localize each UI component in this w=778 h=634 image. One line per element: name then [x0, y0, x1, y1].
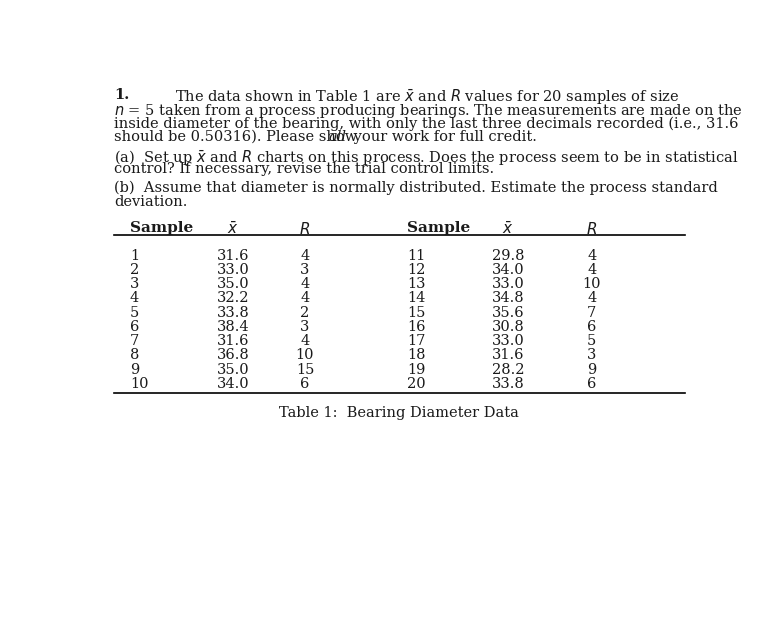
Text: 6: 6	[300, 377, 310, 391]
Text: $\bar{x}$: $\bar{x}$	[227, 221, 239, 237]
Text: 16: 16	[407, 320, 426, 333]
Text: inside diameter of the bearing, with only the last three decimals recorded (i.e.: inside diameter of the bearing, with onl…	[114, 116, 739, 131]
Text: deviation.: deviation.	[114, 195, 187, 209]
Text: 10: 10	[583, 277, 601, 291]
Text: 6: 6	[587, 320, 597, 333]
Text: 34.0: 34.0	[492, 263, 524, 277]
Text: 4: 4	[587, 249, 596, 262]
Text: 13: 13	[407, 277, 426, 291]
Text: 38.4: 38.4	[216, 320, 249, 333]
Text: 7: 7	[130, 334, 139, 348]
Text: 1.: 1.	[114, 88, 130, 103]
Text: 4: 4	[300, 249, 310, 262]
Text: 35.6: 35.6	[492, 306, 524, 320]
Text: 6: 6	[130, 320, 139, 333]
Text: 20: 20	[407, 377, 426, 391]
Text: 31.6: 31.6	[216, 334, 249, 348]
Text: 2: 2	[300, 306, 310, 320]
Text: 31.6: 31.6	[216, 249, 249, 262]
Text: 9: 9	[130, 363, 139, 377]
Text: 1: 1	[130, 249, 139, 262]
Text: 3: 3	[300, 263, 310, 277]
Text: 34.0: 34.0	[216, 377, 249, 391]
Text: 35.0: 35.0	[216, 363, 249, 377]
Text: 19: 19	[407, 363, 426, 377]
Text: 4: 4	[130, 291, 139, 306]
Text: Sample: Sample	[130, 221, 193, 235]
Text: 10: 10	[296, 348, 314, 362]
Text: 3: 3	[130, 277, 139, 291]
Text: 15: 15	[407, 306, 426, 320]
Text: 12: 12	[407, 263, 426, 277]
Text: 33.0: 33.0	[492, 277, 524, 291]
Text: 18: 18	[407, 348, 426, 362]
Text: $\bar{x}$: $\bar{x}$	[503, 221, 513, 237]
Text: 30.8: 30.8	[492, 320, 524, 333]
Text: 33.8: 33.8	[216, 306, 249, 320]
Text: $n$ = 5 taken from a process producing bearings. The measurements are made on th: $n$ = 5 taken from a process producing b…	[114, 102, 743, 120]
Text: should be 0.50316). Please show: should be 0.50316). Please show	[114, 130, 363, 144]
Text: control? If necessary, revise the trial control limits.: control? If necessary, revise the trial …	[114, 162, 495, 176]
Text: 4: 4	[300, 277, 310, 291]
Text: 9: 9	[587, 363, 596, 377]
Text: your work for full credit.: your work for full credit.	[349, 130, 537, 144]
Text: 4: 4	[587, 291, 596, 306]
Text: 5: 5	[587, 334, 596, 348]
Text: 7: 7	[587, 306, 596, 320]
Text: 3: 3	[300, 320, 310, 333]
Text: 33.0: 33.0	[216, 263, 249, 277]
Text: 33.0: 33.0	[492, 334, 524, 348]
Text: $R$: $R$	[586, 221, 598, 237]
Text: 34.8: 34.8	[492, 291, 524, 306]
Text: Sample: Sample	[407, 221, 471, 235]
Text: 36.8: 36.8	[216, 348, 249, 362]
Text: 4: 4	[300, 291, 310, 306]
Text: 4: 4	[587, 263, 596, 277]
Text: 33.8: 33.8	[492, 377, 524, 391]
Text: $R$: $R$	[300, 221, 310, 237]
Text: 5: 5	[130, 306, 139, 320]
Text: 6: 6	[587, 377, 597, 391]
Text: 35.0: 35.0	[216, 277, 249, 291]
Text: 32.2: 32.2	[216, 291, 249, 306]
Text: 28.2: 28.2	[492, 363, 524, 377]
Text: 15: 15	[296, 363, 314, 377]
Text: all: all	[329, 130, 347, 144]
Text: 2: 2	[130, 263, 139, 277]
Text: 10: 10	[130, 377, 149, 391]
Text: 3: 3	[587, 348, 597, 362]
Text: 4: 4	[300, 334, 310, 348]
Text: Table 1:  Bearing Diameter Data: Table 1: Bearing Diameter Data	[279, 406, 519, 420]
Text: (a)  Set up $\bar{x}$ and $R$ charts on this process. Does the process seem to b: (a) Set up $\bar{x}$ and $R$ charts on t…	[114, 148, 739, 167]
Text: 31.6: 31.6	[492, 348, 524, 362]
Text: 29.8: 29.8	[492, 249, 524, 262]
Text: 11: 11	[407, 249, 426, 262]
Text: 14: 14	[407, 291, 426, 306]
Text: The data shown in Table 1 are $\bar{x}$ and $R$ values for 20 samples of size: The data shown in Table 1 are $\bar{x}$ …	[175, 88, 679, 107]
Text: (b)  Assume that diameter is normally distributed. Estimate the process standard: (b) Assume that diameter is normally dis…	[114, 181, 718, 195]
Text: 17: 17	[407, 334, 426, 348]
Text: 8: 8	[130, 348, 139, 362]
